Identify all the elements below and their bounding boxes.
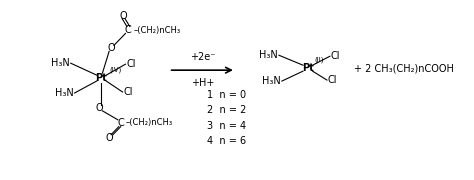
Text: –(CH₂)nCH₃: –(CH₂)nCH₃: [133, 26, 180, 35]
Text: H₃N: H₃N: [51, 58, 70, 68]
Text: H₃N: H₃N: [262, 76, 281, 86]
Text: 4  n = 6: 4 n = 6: [207, 136, 246, 146]
Text: H₃N: H₃N: [259, 50, 278, 60]
Text: C: C: [125, 25, 132, 35]
Text: 1  n = 0: 1 n = 0: [207, 90, 246, 100]
Text: 3  n = 4: 3 n = 4: [207, 121, 246, 131]
Text: Cl: Cl: [127, 59, 136, 69]
Text: Cl: Cl: [328, 75, 337, 85]
Text: O: O: [96, 103, 103, 113]
Text: +2e⁻: +2e⁻: [190, 52, 215, 62]
Text: Cl: Cl: [331, 51, 340, 61]
Text: + 2 CH₃(CH₂)nCOOH: + 2 CH₃(CH₂)nCOOH: [354, 63, 454, 73]
Text: Pt: Pt: [96, 73, 107, 83]
Text: 2  n = 2: 2 n = 2: [207, 105, 246, 115]
Text: O: O: [120, 11, 128, 21]
Text: O: O: [105, 133, 113, 143]
Text: O: O: [107, 43, 115, 53]
Text: (II): (II): [315, 57, 324, 63]
Text: –(CH₂)nCH₃: –(CH₂)nCH₃: [126, 118, 173, 127]
Text: Pt: Pt: [302, 63, 314, 73]
Text: +H+: +H+: [191, 78, 214, 88]
Text: C: C: [117, 118, 124, 128]
Text: Cl: Cl: [124, 87, 133, 97]
Text: H₃N: H₃N: [55, 88, 73, 98]
Text: (IV): (IV): [109, 67, 121, 73]
